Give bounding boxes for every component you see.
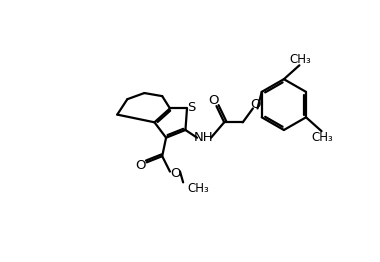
Text: CH₃: CH₃ [188,182,209,195]
Text: O: O [208,94,218,107]
Text: O: O [251,98,261,111]
Text: O: O [170,167,180,180]
Text: CH₃: CH₃ [312,131,333,144]
Text: NH: NH [194,131,214,144]
Text: O: O [135,159,146,172]
Text: S: S [187,101,195,114]
Text: CH₃: CH₃ [289,53,311,66]
